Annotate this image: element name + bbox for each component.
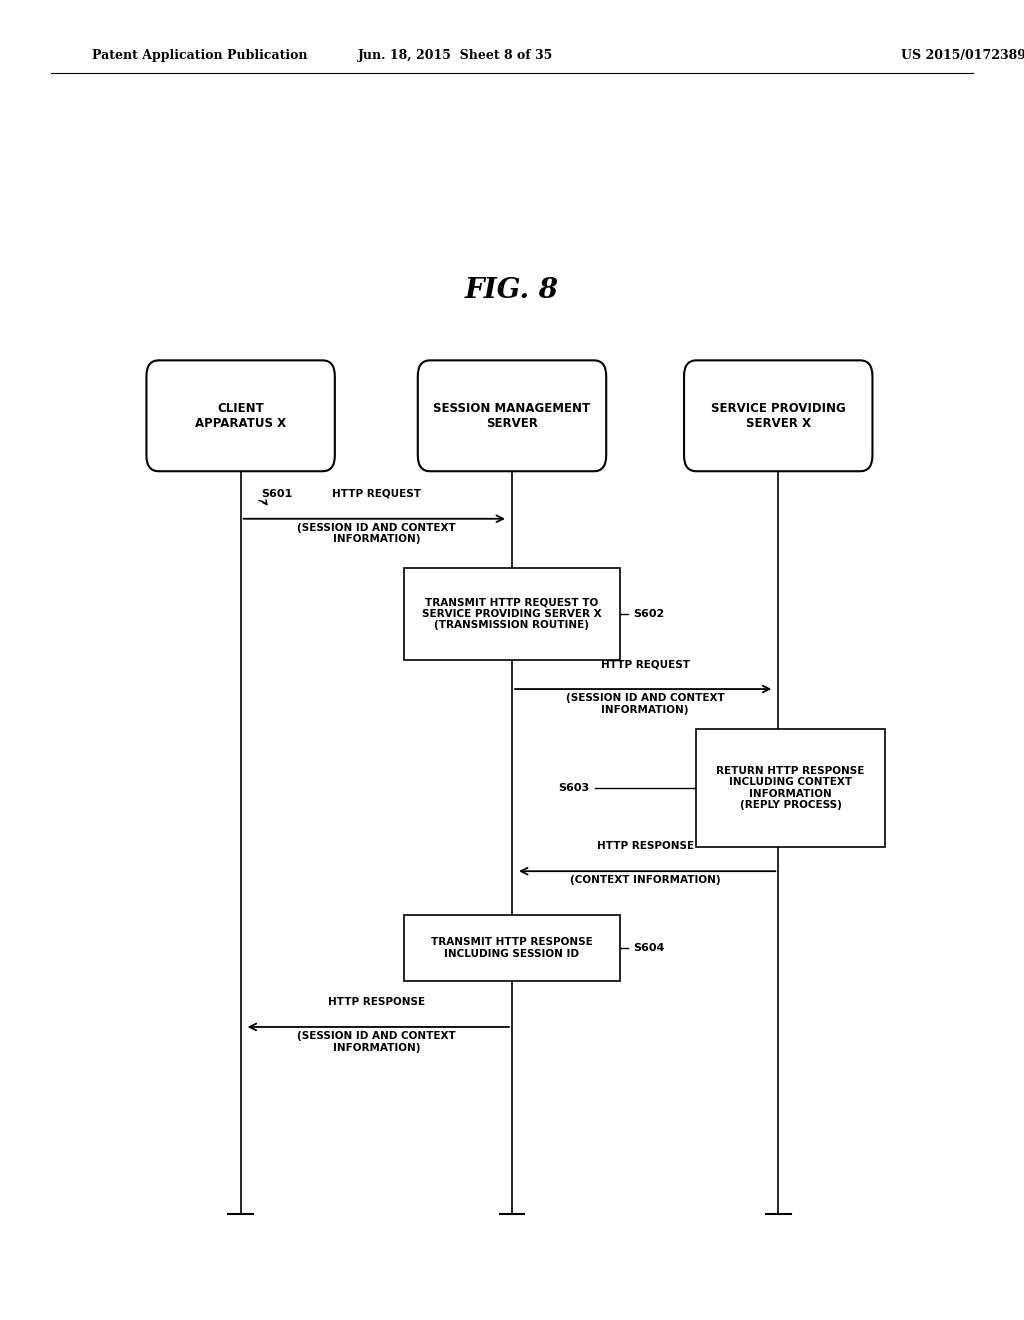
FancyBboxPatch shape <box>404 568 620 660</box>
Text: (SESSION ID AND CONTEXT
INFORMATION): (SESSION ID AND CONTEXT INFORMATION) <box>565 693 725 714</box>
Text: HTTP RESPONSE: HTTP RESPONSE <box>597 841 693 851</box>
FancyBboxPatch shape <box>696 729 885 847</box>
Text: SERVICE PROVIDING
SERVER X: SERVICE PROVIDING SERVER X <box>711 401 846 430</box>
Text: Patent Application Publication: Patent Application Publication <box>92 49 307 62</box>
Text: (CONTEXT INFORMATION): (CONTEXT INFORMATION) <box>569 875 721 886</box>
FancyBboxPatch shape <box>684 360 872 471</box>
Text: HTTP REQUEST: HTTP REQUEST <box>332 488 421 499</box>
Text: (SESSION ID AND CONTEXT
INFORMATION): (SESSION ID AND CONTEXT INFORMATION) <box>297 1031 456 1052</box>
Text: TRANSMIT HTTP REQUEST TO
SERVICE PROVIDING SERVER X
(TRANSMISSION ROUTINE): TRANSMIT HTTP REQUEST TO SERVICE PROVIDI… <box>422 597 602 631</box>
Text: CLIENT
APPARATUS X: CLIENT APPARATUS X <box>196 401 286 430</box>
Text: S603: S603 <box>559 783 590 793</box>
Text: FIG. 8: FIG. 8 <box>465 277 559 304</box>
FancyBboxPatch shape <box>404 915 620 981</box>
Text: SESSION MANAGEMENT
SERVER: SESSION MANAGEMENT SERVER <box>433 401 591 430</box>
Text: (SESSION ID AND CONTEXT
INFORMATION): (SESSION ID AND CONTEXT INFORMATION) <box>297 523 456 544</box>
Text: Jun. 18, 2015  Sheet 8 of 35: Jun. 18, 2015 Sheet 8 of 35 <box>358 49 553 62</box>
Text: S602: S602 <box>633 609 665 619</box>
Text: S601: S601 <box>261 488 293 499</box>
Text: TRANSMIT HTTP RESPONSE
INCLUDING SESSION ID: TRANSMIT HTTP RESPONSE INCLUDING SESSION… <box>431 937 593 958</box>
FancyBboxPatch shape <box>418 360 606 471</box>
Text: US 2015/0172389 A1: US 2015/0172389 A1 <box>901 49 1024 62</box>
FancyBboxPatch shape <box>146 360 335 471</box>
Text: HTTP REQUEST: HTTP REQUEST <box>601 659 689 669</box>
Text: S604: S604 <box>633 942 665 953</box>
Text: RETURN HTTP RESPONSE
INCLUDING CONTEXT
INFORMATION
(REPLY PROCESS): RETURN HTTP RESPONSE INCLUDING CONTEXT I… <box>717 766 864 810</box>
Text: HTTP RESPONSE: HTTP RESPONSE <box>328 997 425 1007</box>
